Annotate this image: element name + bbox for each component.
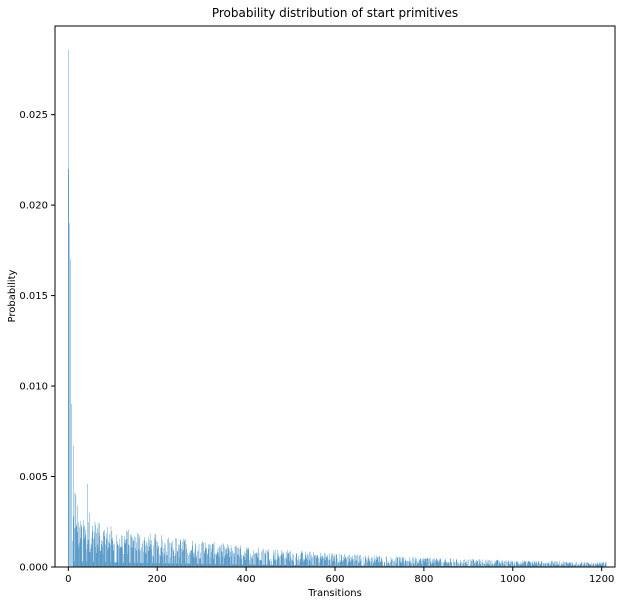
y-tick-label: 0.010 [19,382,48,393]
x-axis-label: Transitions [307,588,362,599]
y-tick-label: 0.025 [19,110,48,121]
x-tick-label: 600 [325,574,344,585]
y-tick-label: 0.015 [19,291,48,302]
x-tick-label: 200 [148,574,167,585]
y-tick-label: 0.000 [19,563,48,574]
y-tick-label: 0.020 [19,201,48,212]
x-tick-label: 400 [237,574,256,585]
x-tick-label: 800 [414,574,433,585]
bars-group [68,49,607,567]
x-tick-label: 1200 [589,574,614,585]
y-tick-label: 0.005 [19,472,48,483]
chart-title: Probability distribution of start primit… [212,6,458,20]
x-axis-ticks: 0 200 400 600 800 1000 1200 [65,567,614,585]
x-tick-label: 0 [65,574,71,585]
y-axis-label: Probability [7,269,18,322]
x-tick-label: 1000 [500,574,525,585]
y-axis-ticks: 0.000 0.005 0.010 0.015 0.020 0.025 [19,110,55,574]
